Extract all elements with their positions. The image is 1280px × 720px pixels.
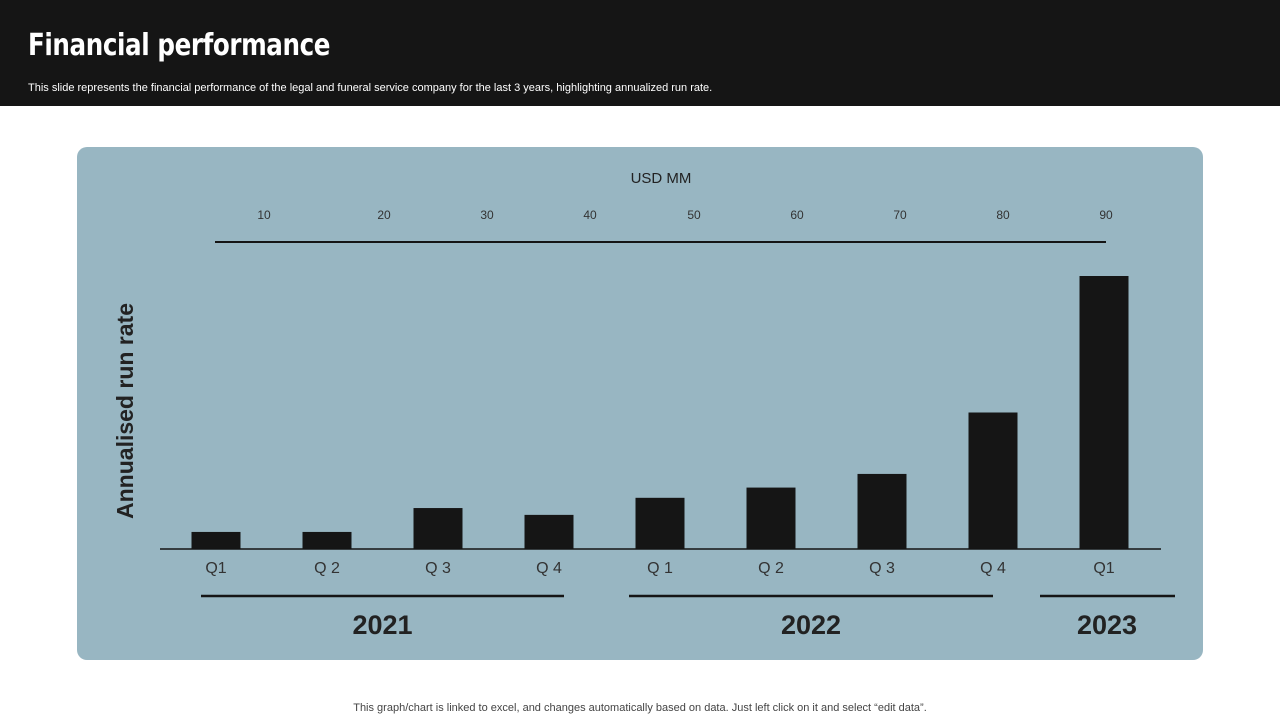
bar [968, 412, 1018, 549]
x-tick-label: Q 3 [869, 560, 895, 577]
footer-note: This graph/chart is linked to excel, and… [353, 702, 927, 714]
x-tick-label: Q 2 [314, 560, 340, 577]
bar [413, 508, 463, 549]
y-axis-label: Annualised run rate [112, 303, 138, 519]
top-tick-label: 80 [996, 208, 1010, 222]
x-tick-label: Q 1 [647, 560, 673, 577]
bar [302, 531, 352, 549]
x-tick-label: Q 3 [425, 560, 451, 577]
top-tick-label: 40 [583, 208, 597, 222]
top-tick-label: 20 [377, 208, 391, 222]
year-group-label: 2022 [781, 610, 841, 640]
page-title: Financial performance [28, 28, 331, 63]
top-tick-label: 60 [790, 208, 804, 222]
header-bar: Financial performance This slide represe… [0, 0, 1280, 106]
x-tick-label: Q1 [1093, 560, 1114, 577]
year-group-label: 2021 [352, 610, 412, 640]
bar [746, 487, 796, 549]
top-tick-label: 90 [1099, 208, 1113, 222]
top-tick-label: 50 [687, 208, 701, 222]
unit-label: USD MM [631, 170, 692, 187]
bar [191, 531, 241, 549]
x-tick-label: Q1 [205, 560, 226, 577]
x-tick-label: Q 4 [536, 560, 562, 577]
top-tick-label: 30 [480, 208, 494, 222]
bar [635, 497, 685, 549]
x-tick-label: Q 2 [758, 560, 784, 577]
bar [1079, 276, 1129, 549]
top-tick-label: 70 [893, 208, 907, 222]
x-tick-label: Q 4 [980, 560, 1006, 577]
year-group-label: 2023 [1077, 610, 1137, 640]
bar [524, 514, 574, 549]
bar [857, 473, 907, 549]
page-subtitle: This slide represents the financial perf… [28, 82, 713, 94]
top-tick-label: 10 [257, 208, 271, 222]
chart-panel [77, 147, 1203, 660]
